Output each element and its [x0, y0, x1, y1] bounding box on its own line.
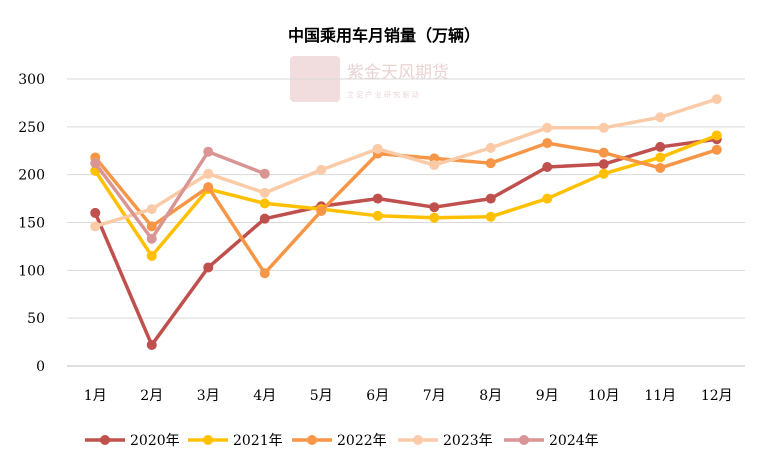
data-point [485, 158, 496, 169]
x-tick-label: 1月 [84, 388, 107, 404]
x-tick-label: 4月 [253, 388, 276, 404]
x-tick-label: 3月 [197, 388, 220, 404]
legend-marker [100, 435, 110, 445]
data-point [316, 164, 327, 175]
watermark-name: 紫金天风期货 [347, 63, 449, 83]
y-tick-label: 100 [18, 263, 45, 279]
x-tick-label: 11月 [644, 388, 676, 404]
legend-label: 2024年 [549, 433, 599, 449]
legend-label: 2022年 [337, 433, 387, 449]
y-tick-label: 300 [18, 72, 45, 88]
data-point [146, 339, 157, 350]
data-point [372, 193, 383, 204]
data-point [90, 221, 101, 232]
data-point [542, 138, 553, 149]
data-point [203, 146, 214, 157]
data-point [372, 210, 383, 221]
y-tick-label: 200 [18, 168, 45, 184]
data-point [90, 158, 101, 169]
data-point [316, 206, 327, 217]
series-line [93, 149, 266, 241]
data-point [598, 147, 609, 158]
data-point [711, 144, 722, 155]
legend-label: 2021年 [233, 433, 283, 449]
data-point [542, 122, 553, 133]
legend-label: 2023年 [443, 433, 493, 449]
series-line [93, 141, 718, 275]
data-point [655, 112, 666, 123]
data-point [542, 193, 553, 204]
data-point [259, 198, 270, 209]
data-point [372, 143, 383, 154]
chart-title: 中国乘用车月销量（万辆） [288, 26, 480, 45]
data-point [598, 159, 609, 170]
data-point [203, 168, 214, 179]
legend-marker [519, 435, 529, 445]
legend-marker [203, 435, 213, 445]
data-point [259, 168, 270, 179]
data-point [485, 193, 496, 204]
y-tick-label: 0 [36, 359, 45, 375]
x-tick-label: 7月 [423, 388, 446, 404]
series-line [93, 133, 718, 258]
legend-marker [307, 435, 317, 445]
data-point [711, 94, 722, 105]
x-tick-label: 10月 [588, 388, 620, 404]
data-point [203, 182, 214, 193]
data-point [146, 221, 157, 232]
data-point [429, 212, 440, 223]
series-line [94, 97, 718, 229]
series-line [93, 137, 717, 347]
data-point [485, 211, 496, 222]
data-point [655, 152, 666, 163]
x-tick-label: 8月 [479, 388, 502, 404]
data-point [146, 233, 157, 244]
y-tick-label: 250 [18, 120, 45, 136]
watermark-slogan: 立 足 产 业 研 究 驱 动 [347, 90, 419, 99]
data-point [598, 168, 609, 179]
data-point [146, 250, 157, 261]
data-point [259, 268, 270, 279]
y-tick-label: 50 [27, 311, 45, 327]
legend-label: 2020年 [130, 433, 180, 449]
data-point [485, 142, 496, 153]
x-tick-label: 12月 [701, 388, 733, 404]
data-point [429, 202, 440, 213]
legend-marker [413, 435, 423, 445]
data-point [429, 160, 440, 171]
data-point [259, 187, 270, 198]
x-tick-label: 9月 [536, 388, 559, 404]
data-point [90, 207, 101, 218]
data-point [259, 213, 270, 224]
data-point [598, 122, 609, 133]
x-tick-label: 2月 [140, 388, 163, 404]
data-point [655, 162, 666, 173]
data-point [711, 130, 722, 141]
x-tick-label: 6月 [366, 388, 389, 404]
data-point [655, 141, 666, 152]
data-point [542, 162, 553, 173]
y-tick-label: 150 [18, 216, 45, 232]
x-tick-label: 5月 [310, 388, 333, 404]
data-point [203, 262, 214, 273]
data-point [146, 204, 157, 215]
